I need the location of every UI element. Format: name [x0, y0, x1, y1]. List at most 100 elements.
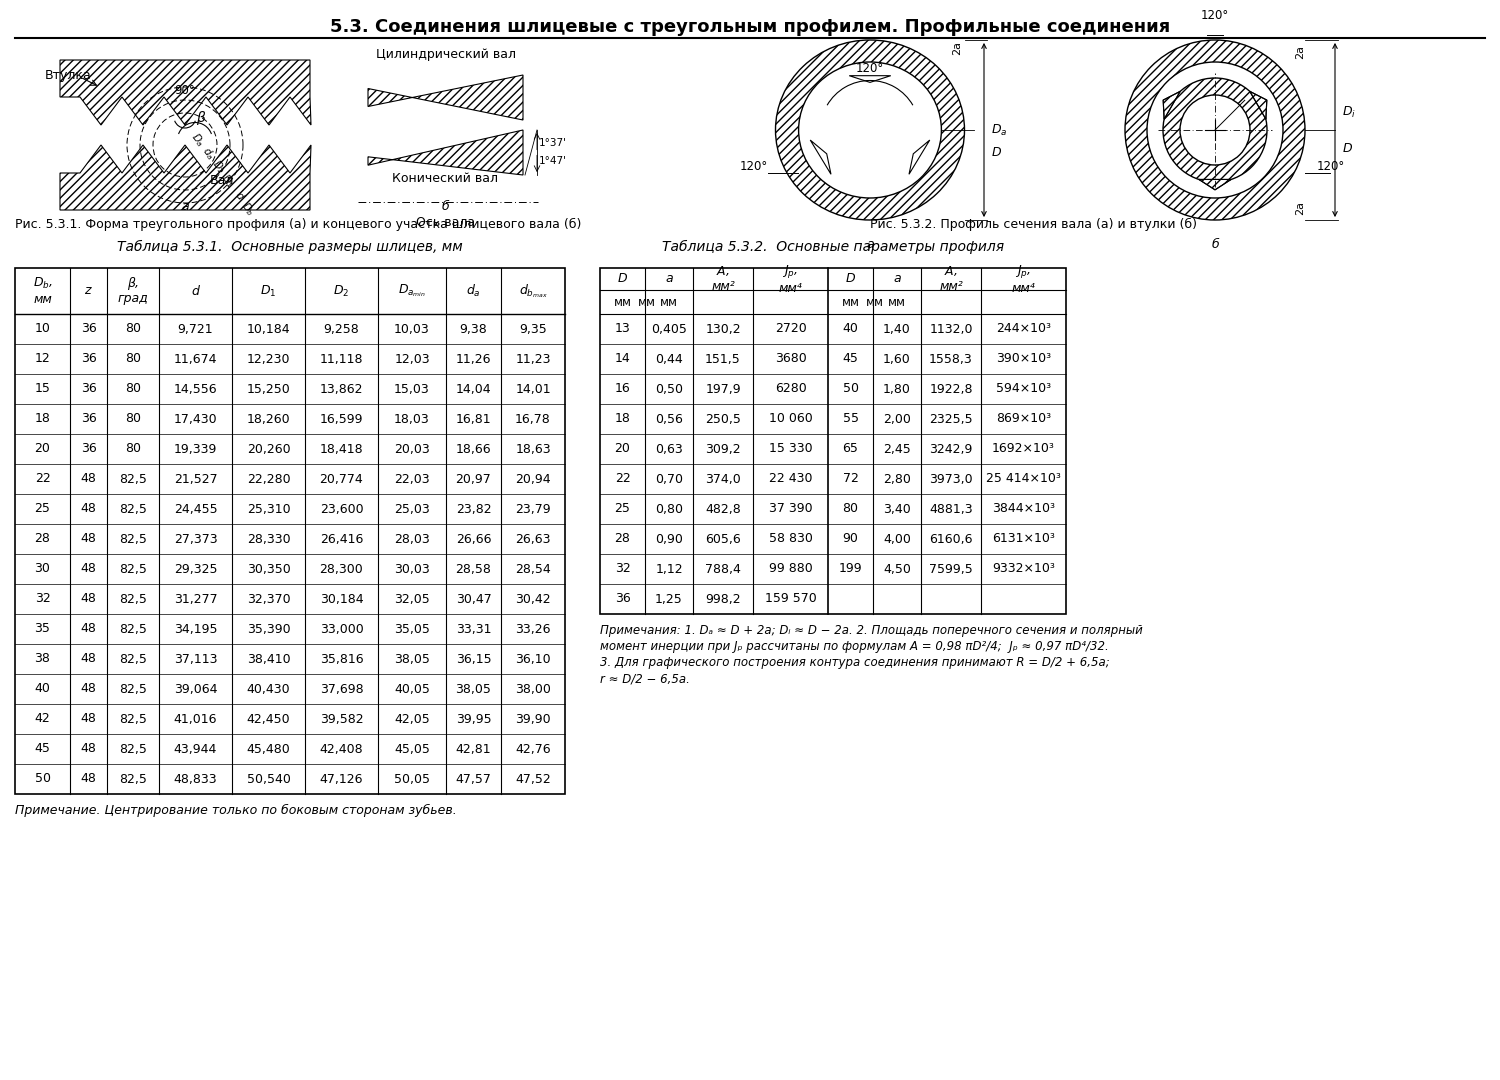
Polygon shape — [60, 60, 310, 105]
Text: 42,408: 42,408 — [320, 743, 363, 756]
Text: 38,05: 38,05 — [394, 652, 430, 665]
Text: 82,5: 82,5 — [118, 593, 147, 606]
Text: 1,60: 1,60 — [884, 352, 910, 365]
Text: 120°: 120° — [1317, 160, 1346, 173]
Text: 23,600: 23,600 — [320, 502, 363, 515]
Text: 0,70: 0,70 — [656, 473, 682, 486]
Text: 22 430: 22 430 — [768, 473, 813, 486]
Text: 1558,3: 1558,3 — [928, 352, 974, 365]
Text: а: а — [865, 238, 874, 251]
Text: 2,80: 2,80 — [884, 473, 910, 486]
Text: 36: 36 — [81, 413, 96, 426]
Text: 36: 36 — [81, 323, 96, 336]
Text: 50: 50 — [843, 382, 858, 395]
Text: 25,310: 25,310 — [246, 502, 291, 515]
Text: 120°: 120° — [1202, 9, 1228, 22]
Text: 38,410: 38,410 — [246, 652, 291, 665]
Text: 2720: 2720 — [774, 323, 807, 336]
Text: $D$: $D$ — [844, 272, 856, 285]
Text: 82,5: 82,5 — [118, 622, 147, 635]
Text: $z$: $z$ — [84, 284, 93, 297]
Text: 20,260: 20,260 — [246, 443, 291, 456]
Bar — [15, 268, 566, 794]
Text: 3. Для графического построения контура соединения принимают R = D/2 + 6,5а;: 3. Для графического построения контура с… — [600, 656, 1110, 669]
Text: 37,698: 37,698 — [320, 683, 363, 696]
Text: 39,064: 39,064 — [174, 683, 217, 696]
Text: Ось вала: Ось вала — [416, 216, 476, 229]
Text: 3,40: 3,40 — [884, 502, 910, 515]
Text: $J_p$,
мм⁴: $J_p$, мм⁴ — [1011, 264, 1035, 295]
Text: 1922,8: 1922,8 — [928, 382, 972, 395]
Text: 82,5: 82,5 — [118, 473, 147, 486]
Polygon shape — [1198, 179, 1231, 190]
Text: 17,430: 17,430 — [174, 413, 217, 426]
Text: 90: 90 — [843, 532, 858, 545]
Text: 26,66: 26,66 — [456, 532, 492, 545]
Text: 42,450: 42,450 — [246, 713, 291, 726]
Text: Таблица 5.3.2.  Основные параметры профиля: Таблица 5.3.2. Основные параметры профил… — [662, 240, 1004, 254]
Text: 58 830: 58 830 — [768, 532, 813, 545]
Text: 40,05: 40,05 — [394, 683, 430, 696]
Text: 72: 72 — [843, 473, 858, 486]
Text: 36,15: 36,15 — [456, 652, 492, 665]
Text: 130,2: 130,2 — [705, 323, 741, 336]
Text: 30,42: 30,42 — [514, 593, 550, 606]
Text: Рис. 5.3.1. Форма треугольного профиля (а) и концевого участка шлицевого вала (б: Рис. 5.3.1. Форма треугольного профиля (… — [15, 218, 582, 231]
Text: 0,56: 0,56 — [656, 413, 682, 426]
Text: 869×10³: 869×10³ — [996, 413, 1052, 426]
Text: 3973,0: 3973,0 — [928, 473, 974, 486]
Text: 120°: 120° — [856, 63, 883, 76]
Text: 10: 10 — [34, 323, 51, 336]
Text: 48: 48 — [81, 473, 96, 486]
Text: 4,50: 4,50 — [884, 563, 910, 576]
Text: 2,45: 2,45 — [884, 443, 910, 456]
Text: $D_1$: $D_1$ — [261, 283, 276, 298]
Text: 2,00: 2,00 — [884, 413, 910, 426]
Text: 2a: 2a — [1294, 45, 1305, 59]
Text: $d$: $d$ — [234, 188, 248, 202]
Text: 29,325: 29,325 — [174, 563, 217, 576]
Text: 39,582: 39,582 — [320, 713, 363, 726]
Text: б: б — [441, 201, 448, 214]
Text: $D_1$: $D_1$ — [219, 172, 239, 191]
Text: 39,95: 39,95 — [456, 713, 492, 726]
Text: $d_a$: $d_a$ — [466, 283, 482, 299]
Text: $D_{a_{min}}$: $D_{a_{min}}$ — [398, 283, 426, 299]
Text: 48: 48 — [81, 622, 96, 635]
Text: 20,03: 20,03 — [394, 443, 430, 456]
Text: 41,016: 41,016 — [174, 713, 217, 726]
Text: 20: 20 — [34, 443, 51, 456]
Text: 42,76: 42,76 — [514, 743, 550, 756]
Text: 47,52: 47,52 — [514, 772, 550, 785]
Text: 45: 45 — [34, 743, 51, 756]
Text: $D_2$: $D_2$ — [333, 283, 350, 298]
Text: 32,370: 32,370 — [246, 593, 291, 606]
Text: Таблица 5.3.1.  Основные размеры шлицев, мм: Таблица 5.3.1. Основные размеры шлицев, … — [117, 240, 464, 254]
Text: 34,195: 34,195 — [174, 622, 217, 635]
Text: 48: 48 — [81, 502, 96, 515]
Text: 16,78: 16,78 — [514, 413, 550, 426]
Text: 35: 35 — [34, 622, 51, 635]
Text: 28,54: 28,54 — [514, 563, 550, 576]
Text: 35,816: 35,816 — [320, 652, 363, 665]
Text: мм: мм — [888, 296, 906, 309]
Text: 48: 48 — [81, 563, 96, 576]
Text: 45: 45 — [843, 352, 858, 365]
Text: $D_2$: $D_2$ — [209, 158, 228, 177]
Text: $D_a$: $D_a$ — [189, 131, 209, 150]
Text: 40,430: 40,430 — [246, 683, 291, 696]
Text: β: β — [195, 111, 204, 125]
Text: 14,556: 14,556 — [174, 382, 217, 395]
Text: R: R — [1227, 96, 1234, 109]
Text: $A$,
мм²: $A$, мм² — [711, 265, 735, 294]
Polygon shape — [368, 130, 524, 175]
Text: 20,774: 20,774 — [320, 473, 363, 486]
Text: 38,00: 38,00 — [514, 683, 550, 696]
Text: 25: 25 — [34, 502, 51, 515]
Text: 32: 32 — [615, 563, 630, 576]
Text: 15,250: 15,250 — [246, 382, 291, 395]
Text: 10 060: 10 060 — [768, 413, 813, 426]
Text: 18: 18 — [615, 413, 630, 426]
Text: 42,05: 42,05 — [394, 713, 430, 726]
Text: 48: 48 — [81, 532, 96, 545]
